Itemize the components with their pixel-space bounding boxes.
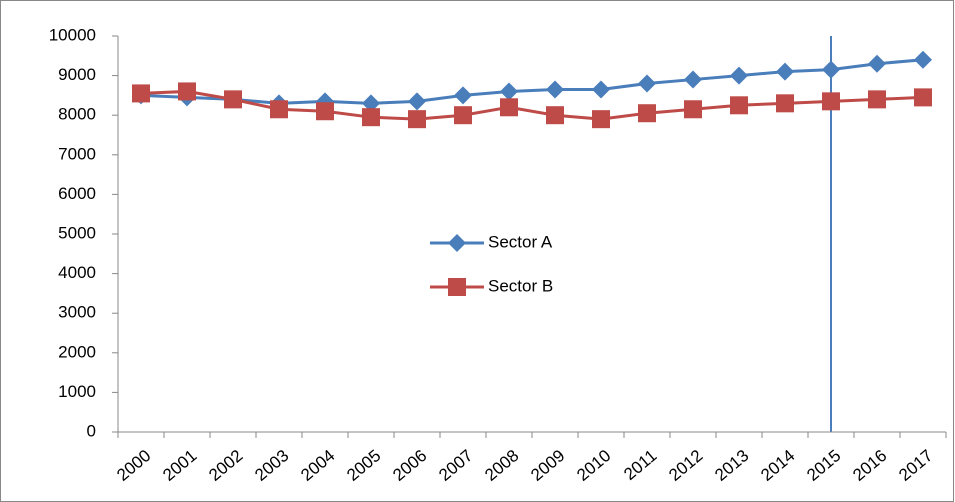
data-point bbox=[132, 84, 150, 103]
data-point bbox=[546, 80, 564, 99]
data-point bbox=[822, 60, 840, 79]
legend-marker bbox=[448, 234, 466, 252]
y-tick-label: 2000 bbox=[58, 342, 96, 361]
data-point bbox=[178, 82, 196, 101]
y-tick-label: 0 bbox=[87, 421, 96, 440]
y-tick-label: 3000 bbox=[58, 303, 96, 322]
data-point bbox=[454, 86, 472, 105]
data-point bbox=[776, 62, 794, 81]
data-point bbox=[316, 102, 334, 121]
legend-label: Sector A bbox=[488, 232, 553, 251]
y-tick-label: 1000 bbox=[58, 382, 96, 401]
data-point bbox=[684, 70, 702, 89]
y-tick-label: 5000 bbox=[58, 223, 96, 242]
data-point bbox=[592, 80, 610, 99]
data-point bbox=[224, 90, 242, 109]
legend-marker bbox=[448, 278, 466, 296]
data-point bbox=[776, 94, 794, 113]
data-point bbox=[500, 98, 518, 117]
y-tick-label: 10000 bbox=[49, 25, 96, 44]
data-point bbox=[454, 106, 472, 125]
y-tick-label: 9000 bbox=[58, 65, 96, 84]
y-tick-label: 4000 bbox=[58, 263, 96, 282]
data-point bbox=[638, 104, 656, 123]
y-tick-label: 6000 bbox=[58, 184, 96, 203]
data-point bbox=[362, 94, 380, 113]
data-point bbox=[914, 88, 932, 107]
data-point bbox=[362, 108, 380, 127]
y-tick-label: 7000 bbox=[58, 144, 96, 163]
data-point bbox=[500, 82, 518, 101]
data-point bbox=[730, 96, 748, 115]
data-point bbox=[868, 90, 886, 109]
data-point bbox=[730, 66, 748, 85]
data-point bbox=[592, 110, 610, 129]
data-point bbox=[546, 106, 564, 125]
data-point bbox=[270, 100, 288, 119]
y-tick-label: 8000 bbox=[58, 105, 96, 124]
data-point bbox=[684, 100, 702, 119]
data-point bbox=[408, 110, 426, 129]
data-point bbox=[822, 92, 840, 111]
legend-label: Sector B bbox=[488, 276, 553, 295]
data-point bbox=[868, 54, 886, 73]
data-point bbox=[408, 92, 426, 111]
data-point bbox=[914, 50, 932, 69]
data-point bbox=[638, 74, 656, 93]
